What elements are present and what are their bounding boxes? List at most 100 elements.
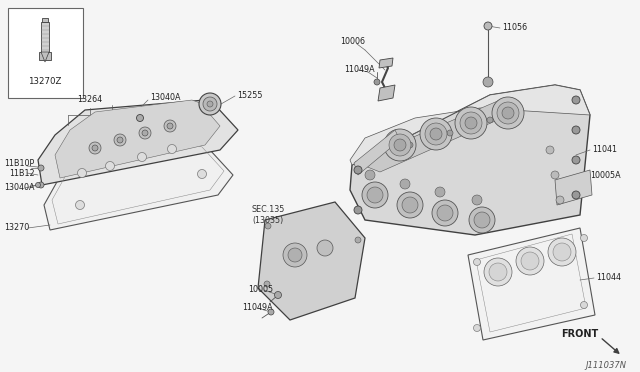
Circle shape — [142, 130, 148, 136]
Circle shape — [580, 234, 588, 241]
Circle shape — [283, 243, 307, 267]
Circle shape — [447, 130, 453, 136]
Circle shape — [355, 237, 361, 243]
Circle shape — [465, 117, 477, 129]
Polygon shape — [41, 22, 49, 52]
Circle shape — [35, 183, 40, 187]
Circle shape — [455, 107, 487, 139]
Circle shape — [487, 117, 493, 123]
Circle shape — [497, 102, 519, 124]
Circle shape — [572, 126, 580, 134]
Polygon shape — [39, 52, 51, 60]
Circle shape — [164, 120, 176, 132]
Circle shape — [275, 292, 282, 298]
Circle shape — [136, 115, 143, 122]
Circle shape — [400, 179, 410, 189]
Polygon shape — [555, 170, 592, 205]
Circle shape — [384, 129, 416, 161]
Circle shape — [484, 258, 512, 286]
Polygon shape — [42, 18, 48, 22]
Circle shape — [198, 170, 207, 179]
Circle shape — [472, 195, 482, 205]
Circle shape — [367, 155, 373, 161]
Circle shape — [580, 301, 588, 308]
Circle shape — [265, 223, 271, 229]
Text: 10005: 10005 — [248, 285, 273, 295]
Circle shape — [430, 128, 442, 140]
Circle shape — [420, 118, 452, 150]
Circle shape — [317, 240, 333, 256]
Circle shape — [474, 324, 481, 331]
Text: J111037N: J111037N — [585, 360, 626, 369]
Circle shape — [546, 146, 554, 154]
Polygon shape — [468, 228, 595, 340]
Text: 11049A: 11049A — [242, 304, 273, 312]
Polygon shape — [258, 202, 365, 320]
Polygon shape — [350, 85, 590, 165]
Circle shape — [521, 252, 539, 270]
Circle shape — [572, 96, 580, 104]
Circle shape — [139, 127, 151, 139]
Circle shape — [492, 97, 524, 129]
Circle shape — [489, 263, 507, 281]
Circle shape — [138, 153, 147, 161]
Circle shape — [168, 144, 177, 154]
Circle shape — [516, 247, 544, 275]
Circle shape — [114, 134, 126, 146]
Circle shape — [548, 238, 576, 266]
Circle shape — [38, 165, 44, 171]
Circle shape — [435, 187, 445, 197]
Circle shape — [551, 171, 559, 179]
Text: 13040A: 13040A — [150, 93, 180, 103]
Text: 13264: 13264 — [77, 96, 102, 105]
Circle shape — [469, 207, 495, 233]
Text: 13270: 13270 — [4, 224, 29, 232]
Polygon shape — [44, 147, 233, 230]
Text: 15255: 15255 — [237, 90, 262, 99]
Text: 11041: 11041 — [592, 145, 617, 154]
Circle shape — [572, 156, 580, 164]
Circle shape — [484, 22, 492, 30]
Polygon shape — [41, 52, 49, 62]
Circle shape — [553, 243, 571, 261]
Circle shape — [362, 182, 388, 208]
Text: 10006: 10006 — [340, 38, 365, 46]
Circle shape — [354, 166, 362, 174]
Circle shape — [374, 79, 380, 85]
Circle shape — [106, 161, 115, 170]
Circle shape — [394, 139, 406, 151]
Circle shape — [367, 187, 383, 203]
Circle shape — [556, 196, 564, 204]
Circle shape — [199, 93, 221, 115]
Circle shape — [572, 191, 580, 199]
Polygon shape — [378, 85, 395, 101]
Text: 11B10P: 11B10P — [4, 160, 35, 169]
Text: 13270Z: 13270Z — [28, 77, 61, 87]
Circle shape — [389, 134, 411, 156]
Circle shape — [207, 101, 213, 107]
Circle shape — [38, 182, 44, 188]
Polygon shape — [55, 100, 220, 178]
Circle shape — [89, 142, 101, 154]
Circle shape — [402, 197, 418, 213]
Circle shape — [92, 145, 98, 151]
Circle shape — [474, 259, 481, 266]
Bar — [8, 8, 83, 98]
Circle shape — [77, 169, 86, 177]
Circle shape — [474, 212, 490, 228]
Text: 11B12: 11B12 — [9, 169, 35, 177]
Circle shape — [117, 137, 123, 143]
Text: 13040A: 13040A — [4, 183, 35, 192]
Circle shape — [76, 201, 84, 209]
Circle shape — [203, 97, 217, 111]
Polygon shape — [379, 58, 393, 68]
Circle shape — [483, 77, 493, 87]
Polygon shape — [350, 85, 590, 235]
Circle shape — [432, 200, 458, 226]
Circle shape — [460, 112, 482, 134]
Circle shape — [437, 205, 453, 221]
Polygon shape — [38, 100, 238, 185]
Circle shape — [264, 281, 270, 287]
Polygon shape — [354, 130, 400, 175]
Text: SEC.135: SEC.135 — [252, 205, 285, 215]
